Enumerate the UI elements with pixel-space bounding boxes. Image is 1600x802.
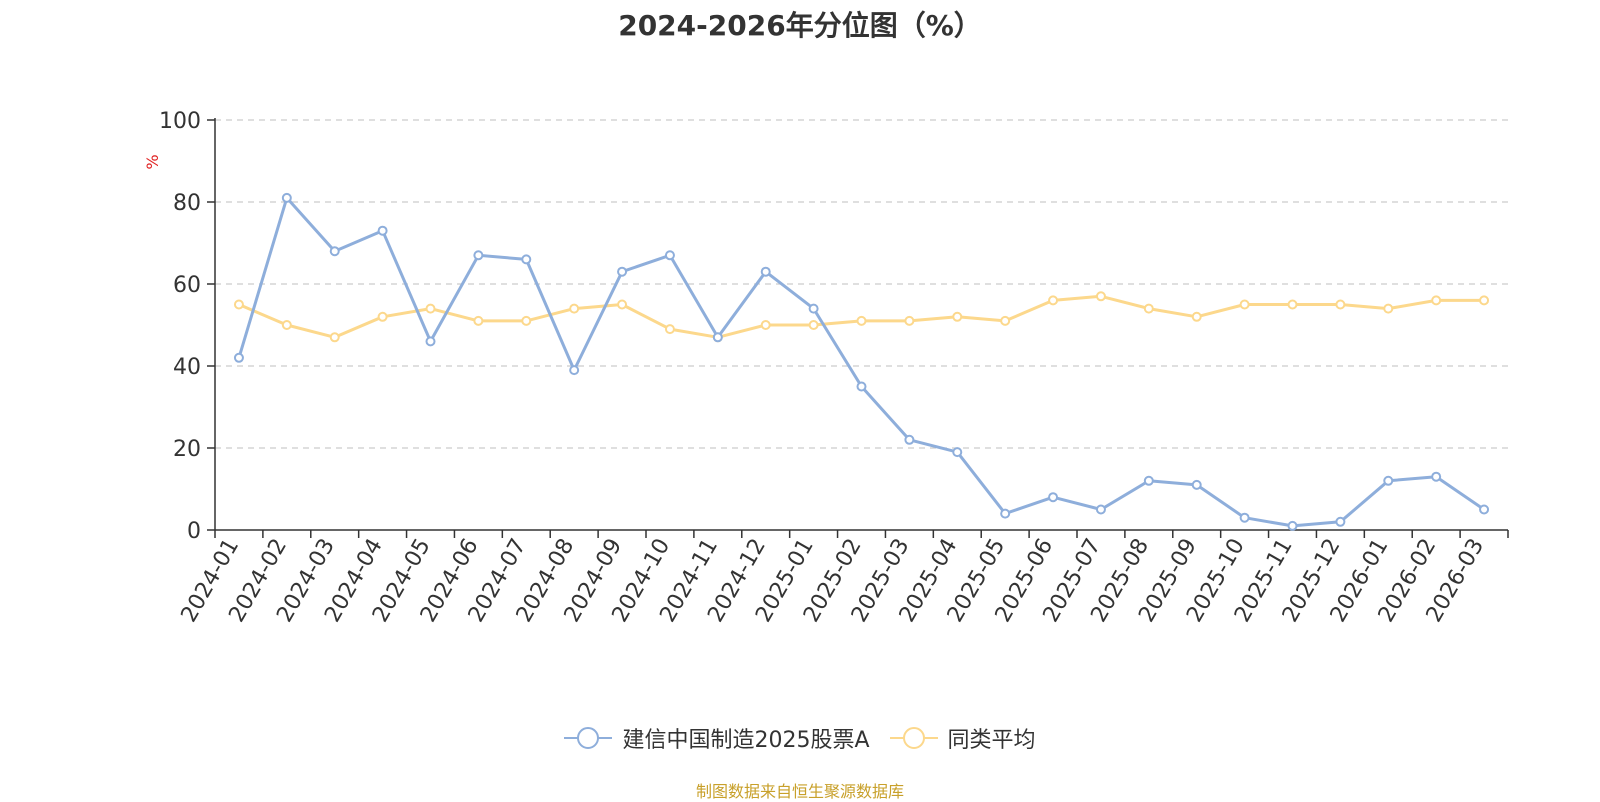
data-point-1 [904, 315, 915, 326]
data-point-0 [1191, 479, 1202, 490]
data-point-1 [1287, 299, 1298, 310]
data-point-1 [425, 303, 436, 314]
data-point-0 [233, 352, 244, 363]
y-tick-label: 20 [173, 437, 201, 462]
legend-item-fund[interactable]: 建信中国制造2025股票A [564, 722, 870, 754]
data-point-1 [521, 315, 532, 326]
legend-marker-average [889, 727, 938, 749]
data-point-0 [1000, 508, 1011, 519]
data-point-1 [1143, 303, 1154, 314]
data-point-1 [1335, 299, 1346, 310]
data-point-1 [329, 332, 340, 343]
data-point-1 [1479, 295, 1490, 306]
data-point-0 [1479, 504, 1490, 515]
chart-legend: 建信中国制造2025股票A 同类平均 [0, 722, 1600, 754]
data-point-0 [856, 381, 867, 392]
y-tick-label: 100 [159, 109, 201, 134]
data-point-0 [664, 250, 675, 261]
data-point-1 [281, 320, 292, 330]
y-tick-label: 40 [173, 355, 201, 380]
legend-label-average: 同类平均 [947, 728, 1036, 753]
y-tick-label: 80 [173, 191, 201, 216]
y-tick-label: 0 [187, 519, 201, 544]
data-point-1 [569, 303, 580, 314]
data-source-note: 制图数据来自恒生聚源数据库 [695, 782, 904, 801]
series-line-0 [237, 196, 1485, 528]
data-point-1 [1191, 311, 1202, 322]
data-point-1 [664, 324, 675, 335]
data-point-0 [617, 266, 628, 277]
data-point-0 [425, 336, 436, 347]
data-point-0 [569, 365, 580, 376]
data-point-1 [760, 320, 771, 330]
data-point-0 [952, 447, 963, 458]
data-point-0 [521, 254, 532, 265]
data-point-1 [952, 311, 963, 322]
data-point-0 [1143, 475, 1154, 486]
data-point-0 [281, 192, 292, 203]
y-tick-label: 60 [173, 273, 201, 298]
data-point-1 [808, 320, 819, 330]
data-point-0 [1048, 492, 1059, 503]
data-point-0 [329, 246, 340, 257]
data-point-1 [1383, 303, 1394, 314]
data-point-1 [1095, 291, 1106, 302]
data-point-0 [1287, 520, 1298, 531]
data-point-1 [1000, 315, 1011, 326]
data-point-1 [1431, 295, 1442, 306]
data-point-0 [1239, 512, 1250, 523]
legend-label-fund: 建信中国制造2025股票A [622, 728, 870, 753]
y-axis-unit-label: % [143, 154, 162, 169]
data-point-1 [1239, 299, 1250, 310]
data-point-1 [377, 311, 388, 322]
data-point-0 [904, 434, 915, 445]
data-point-0 [808, 303, 819, 314]
data-point-0 [712, 332, 723, 343]
data-point-0 [1095, 504, 1106, 515]
legend-item-average[interactable]: 同类平均 [889, 722, 1036, 754]
data-point-0 [1383, 475, 1394, 486]
data-point-1 [1048, 295, 1059, 306]
data-point-0 [473, 250, 484, 261]
data-point-0 [1431, 471, 1442, 482]
data-point-0 [760, 266, 771, 277]
data-point-1 [473, 315, 484, 326]
data-point-1 [617, 299, 628, 310]
data-point-0 [1335, 516, 1346, 527]
legend-marker-fund [564, 727, 613, 749]
data-point-1 [233, 299, 244, 310]
data-point-0 [377, 225, 388, 236]
data-point-1 [856, 315, 867, 326]
chart-title: 2024-2026年分位图（%） [618, 9, 982, 42]
